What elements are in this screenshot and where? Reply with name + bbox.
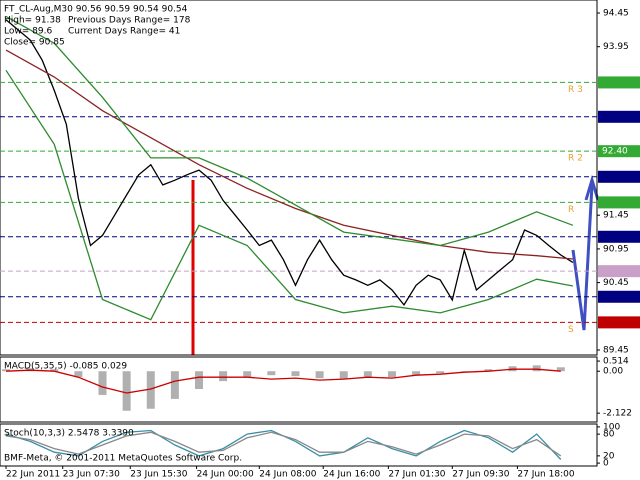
pane-frame [0,0,598,356]
pivot-tag: S [568,325,574,335]
arrow [571,184,594,331]
macd-bar [267,371,276,376]
level-label-box [598,76,640,89]
pane-frame [0,356,598,423]
level-label-box [598,316,640,329]
pane-title: FT_CL-Aug,M30 90.56 90.59 90.54 90.54 [4,5,188,15]
info-text: Current Days Range= 41 [68,27,180,37]
pivot-tag: R 3 [568,85,583,95]
macd-bar [556,367,565,372]
info-text: High= 91.38 [4,16,61,26]
macd-bar [122,371,131,411]
info-text: Low= 89.6 [4,27,52,37]
x-tick-label: 24 Jun 16:00 [323,470,380,480]
x-tick-label: 23 Jun 07:30 [63,470,120,480]
y-tick-label: 20 [603,451,615,461]
macd-bar [170,371,179,399]
macd-bar [339,371,348,380]
x-tick-label: 23 Jun 15:30 [130,470,187,480]
level-label-box [598,110,640,123]
x-tick-label: 22 Jun 2011 [6,470,60,480]
macd-bar [74,371,83,378]
macd-bar [243,371,252,378]
y-tick-label: 0.00 [603,367,623,377]
y-tick-label: 93.95 [603,42,629,52]
pivot-tag: R 2 [568,154,583,164]
pane-title: MACD(5,35,5) -0.085 0.029 [4,362,127,372]
level-label-box [598,265,640,278]
x-tick-label: 27 Jun 01:30 [388,470,445,480]
level-label-box [598,290,640,303]
macd-bar [98,371,107,395]
y-tick-label: 91.45 [603,211,629,221]
y-tick-label: 94.45 [603,9,629,19]
pivot-tag: R [568,205,574,215]
pane-title: Stoch(10,3,3) 2.5478 3.3390 [4,429,134,439]
macd-bar [387,371,396,378]
x-tick-label: 27 Jun 09:30 [452,470,509,480]
series-line [5,368,561,394]
y-tick-label: 80 [603,430,615,440]
copyright-note: BMF-Meta, © 2001-2011 MetaQuotes Softwar… [4,454,242,464]
series-line [5,69,574,321]
y-tick-label: 90.45 [603,278,629,288]
arrow-head [584,174,600,201]
y-tick-label: 100 [603,422,620,432]
info-text: Previous Days Range= 178 [68,16,191,26]
x-tick-label: 27 Jun 18:00 [517,470,574,480]
macd-bar [2,369,11,372]
level-label-box [598,170,640,183]
level-label-box [598,196,640,209]
pane-frame [0,423,598,467]
macd-bar [146,371,155,409]
macd-bar [460,371,469,372]
info-text: Close= 90.85 [4,38,65,48]
macd-bar [412,371,421,376]
macd-bar [50,369,59,372]
macd-bar [532,365,541,372]
level-label-box [598,145,640,158]
macd-bar [315,371,324,379]
macd-bar [484,369,493,372]
macd-bar [363,371,372,378]
y-tick-label: 0 [603,459,609,469]
y-tick-label: -2.122 [603,409,632,419]
series-line [5,431,562,457]
x-tick-label: 24 Jun 00:00 [197,470,254,480]
series-line [5,15,574,247]
y-tick-label: 89.45 [603,346,629,356]
x-tick-label: 24 Jun 08:00 [259,470,316,480]
macd-bar [291,371,300,377]
macd-bar [219,371,228,382]
y-tick-label: 90.95 [603,244,629,254]
level-label: 92.40 [602,147,628,157]
series-line [5,19,574,307]
level-label-box [598,230,640,243]
macd-bar [436,371,445,374]
y-tick-label: 0.514 [603,357,629,367]
series-line [5,49,573,260]
macd-bar [195,371,203,390]
